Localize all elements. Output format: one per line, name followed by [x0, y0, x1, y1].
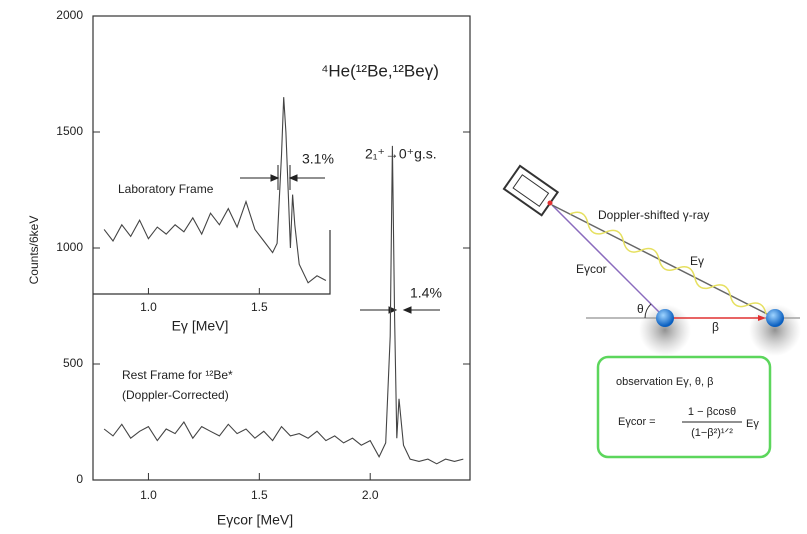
formula: (1−β²)¹ᐟ²: [691, 427, 733, 439]
spectrum: [103, 145, 464, 465]
diagram: [502, 164, 801, 459]
y-axis-label: Counts/6keV: [27, 216, 41, 285]
formula: Eγcor =: [618, 416, 656, 428]
formula: Eγ: [746, 418, 759, 430]
inset-x-label: Eγ [MeV]: [172, 318, 229, 334]
annotation: Laboratory Frame: [118, 182, 214, 196]
annotation: 3.1%: [302, 151, 334, 167]
y-tick-label: 0: [76, 472, 83, 486]
x-tick-label: 2.0: [362, 488, 379, 502]
diagram-label: θ: [637, 302, 644, 316]
y-tick-label: 500: [63, 356, 83, 370]
annotation: (Doppler-Corrected): [122, 388, 229, 402]
observation-label: observation Eγ, θ, β: [616, 376, 713, 388]
width-arrows: [240, 165, 440, 314]
annotation: Rest Frame for ¹²Be*: [122, 368, 233, 382]
diagram-label: Eγ: [690, 254, 704, 268]
inset-axes: [93, 230, 331, 295]
y-tick-label: 1000: [56, 240, 83, 254]
formula: 1 − βcosθ: [688, 406, 736, 418]
diagram-label: Doppler-shifted γ-ray: [598, 208, 709, 222]
y-tick-label: 2000: [56, 8, 83, 22]
y-tick-label: 1500: [56, 124, 83, 138]
x-axis-label: Eγcor [MeV]: [217, 512, 293, 528]
diagram-label: β: [712, 320, 719, 334]
diagram-label: Eγcor: [576, 262, 607, 276]
x-tick-label: 1.5: [251, 488, 268, 502]
chart-title: ⁴He(¹²Be,¹²Beγ): [321, 61, 439, 80]
inset-x-tick-label: 1.5: [251, 300, 268, 314]
annotation: 1.4%: [410, 285, 442, 301]
spectrum: [103, 97, 327, 284]
x-tick-label: 1.0: [140, 488, 157, 502]
peak-label: 2₁⁺→0⁺g.s.: [365, 146, 437, 162]
plot-frame: [92, 15, 471, 481]
inset-x-tick-label: 1.0: [140, 300, 157, 314]
